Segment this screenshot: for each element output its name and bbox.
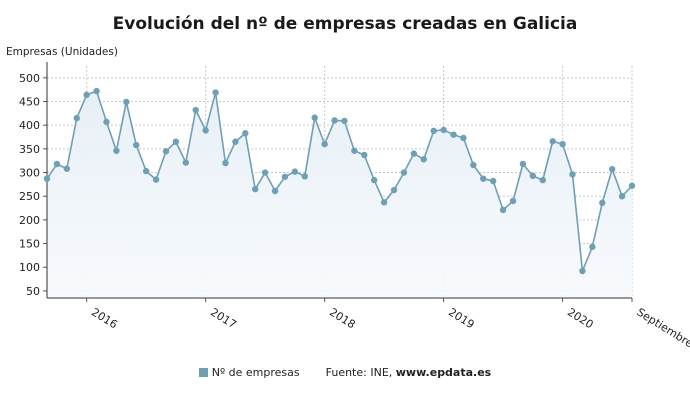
data-point bbox=[202, 127, 209, 134]
data-point bbox=[192, 106, 199, 114]
data-point bbox=[83, 91, 90, 99]
y-tick-label: 100 bbox=[19, 261, 40, 274]
data-point bbox=[222, 159, 229, 167]
data-point bbox=[182, 159, 190, 166]
data-point bbox=[440, 126, 447, 134]
data-point bbox=[321, 140, 328, 148]
data-point bbox=[549, 138, 556, 145]
data-point bbox=[559, 140, 566, 148]
x-tick-label: 2016 bbox=[89, 306, 120, 332]
legend-swatch bbox=[198, 368, 208, 377]
y-axis-label: Empresas (Unidades) bbox=[6, 46, 118, 58]
x-tick-label: Septiembre bbox=[634, 306, 690, 351]
data-point bbox=[390, 186, 398, 194]
data-point bbox=[499, 206, 507, 214]
data-point bbox=[489, 177, 497, 185]
data-point bbox=[232, 138, 239, 145]
data-point bbox=[43, 175, 51, 182]
data-point bbox=[63, 165, 71, 172]
y-tick-label: 200 bbox=[19, 214, 40, 227]
data-point bbox=[331, 117, 338, 124]
legend-series-label: Nº de empresas bbox=[211, 366, 300, 379]
data-point bbox=[430, 127, 437, 135]
y-tick-label: 450 bbox=[19, 96, 40, 109]
y-tick-label: 150 bbox=[19, 238, 40, 251]
data-point bbox=[351, 147, 358, 154]
data-point bbox=[628, 182, 636, 189]
y-tick-label: 250 bbox=[19, 190, 40, 203]
data-point bbox=[529, 172, 537, 180]
data-point bbox=[242, 130, 249, 137]
data-point bbox=[341, 117, 348, 125]
data-point bbox=[93, 87, 100, 95]
series-area bbox=[47, 91, 632, 298]
data-point bbox=[212, 89, 219, 96]
data-point bbox=[420, 156, 427, 163]
data-point bbox=[371, 176, 378, 184]
data-point bbox=[172, 138, 180, 145]
data-point bbox=[261, 169, 269, 176]
data-point bbox=[73, 114, 80, 122]
data-point bbox=[608, 166, 616, 173]
data-point bbox=[162, 148, 170, 155]
chart-title: Evolución del nº de empresas creadas en … bbox=[112, 14, 578, 34]
data-point bbox=[152, 176, 160, 183]
y-tick-label: 500 bbox=[19, 72, 40, 85]
source-prefix: Fuente: INE, bbox=[325, 366, 393, 379]
data-point bbox=[410, 150, 418, 157]
data-point bbox=[123, 98, 130, 106]
data-point bbox=[53, 160, 61, 168]
x-tick-label: 2018 bbox=[327, 306, 358, 332]
data-point bbox=[589, 243, 596, 251]
y-tick-label: 300 bbox=[19, 167, 40, 180]
data-point bbox=[291, 168, 299, 175]
data-point bbox=[271, 187, 279, 195]
data-point bbox=[509, 197, 517, 205]
data-point bbox=[539, 176, 546, 184]
data-point bbox=[618, 193, 626, 200]
y-tick-label: 50 bbox=[26, 285, 40, 298]
data-point bbox=[133, 141, 140, 149]
data-point bbox=[361, 151, 368, 159]
data-point bbox=[400, 169, 408, 176]
data-point bbox=[281, 173, 289, 180]
data-point bbox=[470, 161, 477, 169]
legend: Nº de empresas Fuente: INE, www.epdata.es bbox=[0, 366, 690, 379]
data-point bbox=[450, 131, 457, 138]
data-point bbox=[519, 160, 527, 168]
source-site: www.epdata.es bbox=[395, 366, 492, 379]
data-point bbox=[301, 173, 308, 180]
x-tick-label: 2020 bbox=[565, 306, 596, 332]
data-point bbox=[480, 175, 487, 182]
data-point bbox=[579, 267, 586, 275]
data-point bbox=[252, 185, 259, 193]
x-tick-label: 2017 bbox=[208, 306, 239, 332]
data-point bbox=[569, 171, 576, 178]
x-tick-label: 2019 bbox=[446, 306, 477, 332]
data-point bbox=[113, 147, 120, 154]
data-point bbox=[103, 118, 110, 126]
data-point bbox=[460, 134, 467, 142]
y-tick-label: 400 bbox=[19, 119, 40, 132]
data-point bbox=[380, 199, 388, 206]
data-point bbox=[599, 199, 606, 207]
source-note: Fuente: INE, www.epdata.es bbox=[326, 366, 492, 379]
data-point bbox=[311, 114, 318, 121]
data-point bbox=[142, 167, 150, 175]
y-tick-label: 350 bbox=[19, 143, 40, 156]
